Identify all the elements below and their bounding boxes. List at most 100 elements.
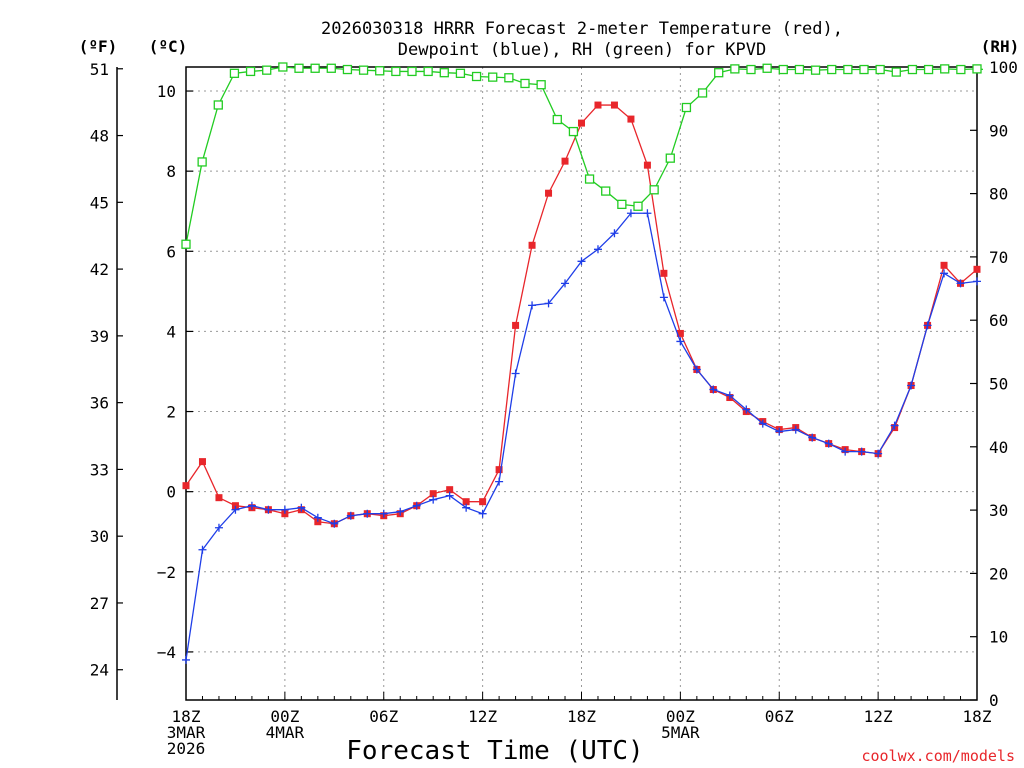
- rh-point: [294, 63, 304, 73]
- fahrenheit-tick-label: 30: [90, 527, 109, 546]
- plot-frame: [185, 66, 978, 701]
- rh-point: [730, 64, 740, 74]
- rh-point: [455, 68, 466, 78]
- celsius-tick-label: 0: [166, 483, 176, 502]
- rh-point: [859, 64, 869, 75]
- dewpoint-point: [725, 391, 734, 400]
- dewpoint-point: [198, 545, 207, 554]
- celsius-tick-label: 6: [166, 242, 176, 261]
- temperature-point: [182, 482, 190, 490]
- dewpoint-point: [231, 505, 240, 514]
- rh-point: [794, 64, 805, 75]
- rh-tick-label: 90: [989, 121, 1008, 140]
- dewpoint-point: [808, 433, 817, 442]
- rh-point: [278, 62, 288, 72]
- dewpoint-point: [890, 421, 899, 430]
- rh-point: [601, 186, 611, 196]
- rh-point: [197, 157, 207, 167]
- temperature-point: [495, 466, 503, 474]
- rh-point: [714, 68, 724, 78]
- time-tick-label: 00Z: [270, 707, 299, 726]
- temperature-point: [198, 458, 206, 466]
- temperature-point: [314, 518, 322, 526]
- dewpoint-line: [185, 212, 978, 661]
- dewpoint-point: [561, 279, 570, 288]
- temperature-point: [215, 494, 223, 502]
- time-tick-label: 2026: [167, 739, 206, 758]
- dewpoint-point: [330, 519, 339, 528]
- temperature-point: [940, 261, 948, 269]
- dewpoint-point: [297, 503, 306, 512]
- chart-title-line-1: 2026030318 HRRR Forecast 2-meter Tempera…: [321, 19, 843, 39]
- rh-point: [439, 68, 449, 78]
- x-axis-title: Forecast Time (UTC): [346, 736, 643, 766]
- rh-point: [536, 80, 546, 90]
- dewpoint-point: [396, 507, 405, 516]
- fahrenheit-tick-label: 48: [90, 127, 109, 146]
- rh-point: [568, 126, 579, 137]
- rh-tick-label: 100: [989, 58, 1018, 77]
- dewpoint-point: [264, 505, 273, 514]
- temperature-point: [462, 498, 470, 506]
- dewpoint-point: [495, 477, 504, 486]
- rh-point: [245, 66, 256, 77]
- rh-point: [972, 64, 982, 74]
- rh-point: [875, 64, 885, 75]
- fahrenheit-tick-label: 39: [90, 327, 109, 346]
- rh-point: [762, 63, 772, 73]
- dewpoint-point: [313, 513, 322, 522]
- celsius-tick-label: 2: [166, 403, 176, 422]
- temperature-point: [528, 241, 536, 249]
- celsius-tick-label: 10: [157, 82, 176, 101]
- rh-point: [181, 239, 191, 249]
- dewpoint-point: [280, 505, 289, 514]
- rh-tick-label: 70: [989, 248, 1008, 267]
- temperature-point: [446, 486, 454, 494]
- rh-point: [326, 63, 336, 73]
- fahrenheit-tick-label: 42: [90, 260, 109, 279]
- dewpoint-point: [758, 419, 767, 428]
- dewpoint-point: [791, 425, 800, 434]
- fahrenheit-axis-unit: (ºF): [79, 37, 118, 56]
- fahrenheit-tick-label: 27: [90, 594, 109, 613]
- temperature-point: [643, 161, 651, 169]
- temperature-point: [512, 321, 520, 329]
- dewpoint-point: [544, 299, 553, 308]
- rh-point: [504, 73, 514, 83]
- plot-grid: [186, 67, 977, 700]
- rh-point: [520, 78, 530, 89]
- rh-point: [471, 71, 482, 82]
- rh-tick-label: 20: [989, 564, 1008, 583]
- rh-tick-label: 10: [989, 628, 1008, 647]
- rh-point: [488, 72, 498, 82]
- dewpoint-point: [907, 381, 916, 390]
- celsius-tick-label: −2: [157, 563, 176, 582]
- temperature-point: [660, 269, 668, 277]
- fahrenheit-axis: 24 27 30 33 36 39 42 45 48 51: [90, 60, 123, 700]
- rh-point: [633, 201, 643, 211]
- temperature-point: [429, 490, 437, 498]
- temperature-point: [231, 502, 239, 510]
- rh-line: [185, 66, 983, 245]
- temperature-point: [676, 329, 684, 337]
- rh-point: [649, 185, 659, 195]
- fahrenheit-tick-label: 51: [90, 60, 109, 79]
- dewpoint-point: [626, 209, 635, 218]
- temperature-point: [973, 265, 981, 273]
- dewpoint-point: [528, 301, 537, 310]
- time-tick-label: 12Z: [864, 707, 893, 726]
- time-tick-label: 3MAR: [167, 723, 206, 742]
- dewpoint-point: [659, 293, 668, 302]
- dewpoint-point: [775, 427, 784, 436]
- time-tick-label: 5MAR: [661, 723, 700, 742]
- dewpoint-point: [676, 337, 685, 346]
- credit-link[interactable]: coolwx.com/models: [861, 747, 1015, 765]
- time-tick-label: 06Z: [369, 707, 398, 726]
- dewpoint-point: [709, 385, 718, 394]
- celsius-axis: −4 −2 0 2 4 6 8 10: [157, 82, 193, 662]
- rh-tick-label: 50: [989, 375, 1008, 394]
- rh-point: [843, 64, 853, 75]
- dewpoint-point: [940, 269, 949, 278]
- dewpoint-point: [445, 491, 454, 500]
- time-tick-label: 12Z: [468, 707, 497, 726]
